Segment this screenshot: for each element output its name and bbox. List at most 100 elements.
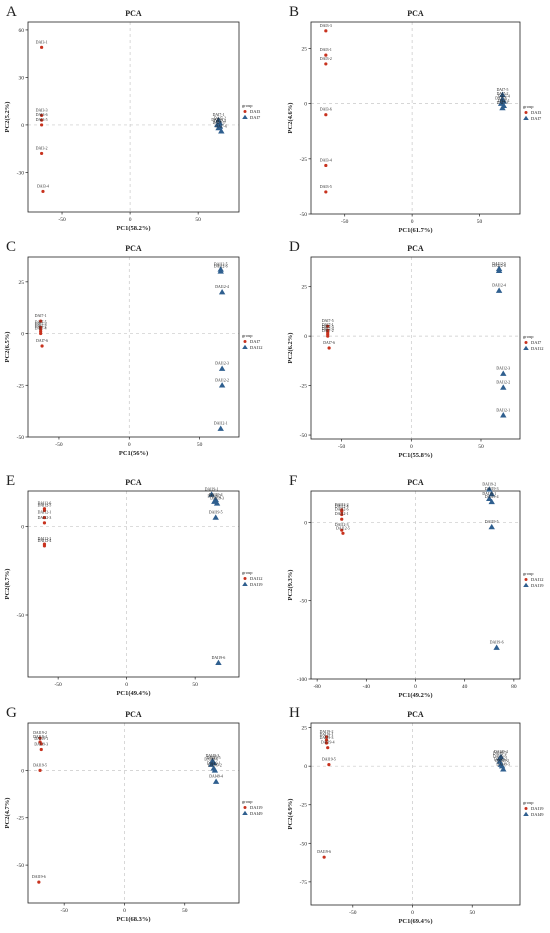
data-label: DAI19-6	[317, 850, 331, 854]
x-tick-label: 0	[410, 444, 413, 450]
data-point	[218, 365, 226, 371]
data-point	[326, 334, 330, 338]
data-label: DAI12-1	[335, 512, 349, 516]
data-label: DAI7-2	[497, 92, 509, 96]
data-label: DAI3-6	[36, 113, 48, 117]
data-label: DAI49-1	[207, 761, 221, 765]
legend-entry: DAI7	[531, 340, 542, 345]
data-point	[493, 644, 500, 650]
x-tick-label: 0	[411, 910, 414, 916]
data-label: DAI7-6	[36, 339, 48, 343]
panel-letter: A	[6, 4, 17, 20]
x-axis-label: PC1(49.4%)	[116, 690, 150, 697]
data-label: DAI7-5	[497, 88, 509, 92]
chart-title: PCA	[125, 710, 142, 719]
legend-marker	[523, 811, 529, 816]
y-tick-label: -25	[17, 816, 25, 822]
legend-entry: DAI7	[250, 115, 261, 120]
y-tick-label: 0	[304, 334, 307, 340]
y-tick-label: 0	[304, 520, 307, 526]
x-axis-label: PC1(56%)	[119, 450, 148, 457]
data-point	[212, 778, 220, 784]
chart-title: PCA	[407, 710, 424, 719]
data-label: DAI12-2	[335, 503, 349, 507]
data-label: DAI12-5	[492, 262, 506, 266]
data-label: DAI12-2	[215, 378, 229, 382]
data-point	[218, 382, 226, 388]
data-label: DAI19-5	[209, 511, 223, 515]
data-point	[340, 517, 344, 521]
data-point	[496, 755, 503, 761]
x-tick-label: 0	[129, 217, 132, 223]
x-tick-label: -50	[338, 444, 346, 450]
x-tick-label: 50	[192, 682, 198, 688]
legend-entry: DAI19	[250, 805, 263, 810]
legend-marker	[242, 114, 248, 119]
x-tick-label: 0	[414, 684, 417, 690]
chart-title: PCA	[407, 478, 424, 487]
legend-title: group	[523, 800, 534, 805]
legend-entry: DAI7	[531, 116, 542, 121]
legend-marker	[243, 806, 247, 809]
data-label: DAI19-5	[322, 758, 336, 762]
x-axis-label: PC1(69.4%)	[398, 918, 432, 925]
data-label: DAI7-2	[214, 116, 226, 120]
panel-letter: D	[289, 239, 300, 255]
data-label: DAI3-1	[36, 40, 48, 44]
data-label: DAI7-4	[498, 94, 510, 98]
legend-entry: DAI7	[250, 339, 261, 344]
plot-frame	[27, 722, 240, 904]
plot-frame	[310, 256, 521, 440]
panel-letter: E	[6, 473, 15, 489]
y-tick-label: -50	[300, 433, 308, 439]
data-point	[499, 91, 506, 98]
data-label: DAI12-1	[214, 422, 228, 426]
data-point	[39, 319, 43, 323]
legend-title: group	[523, 571, 534, 576]
data-point	[208, 761, 215, 767]
y-tick-label: -100	[297, 677, 307, 683]
data-label: DAI3-3	[36, 108, 48, 112]
data-point	[322, 855, 326, 859]
x-axis-label: PC1(58.2%)	[116, 225, 150, 232]
data-point	[215, 659, 222, 666]
data-label: DAI49-2	[495, 759, 509, 763]
data-label: DAI19-4	[321, 741, 335, 745]
legend-entry: DAI3	[531, 110, 542, 115]
data-point	[42, 521, 47, 525]
data-point	[495, 267, 503, 274]
y-tick-label: 60	[19, 28, 25, 34]
panel-letter: B	[289, 4, 299, 20]
y-tick-label: 25	[302, 726, 308, 732]
data-point	[324, 62, 328, 66]
chart-title: PCA	[125, 244, 142, 253]
chart-panel-g: G PCA -50 0 50 -50 -25 0 PC1(68.3%) PC2(4.7%) DAI1…	[4, 705, 263, 923]
data-point	[38, 768, 42, 772]
data-label: DAI7-4	[214, 120, 226, 124]
data-point	[326, 746, 330, 750]
data-label: DAI19-5	[33, 763, 47, 767]
data-label: DAI19-3	[34, 743, 48, 747]
legend-title: group	[242, 570, 253, 575]
data-label: DAI7-3	[497, 101, 509, 105]
data-label: DAI7-3	[35, 322, 47, 326]
legend-marker	[243, 110, 247, 113]
x-tick-label: -50	[341, 219, 349, 225]
data-point	[38, 736, 42, 740]
data-point	[327, 346, 331, 350]
chart-panel-h: H PCA -50 0 50 -75 -50 -25 0 25 PC1(69.4%) PC2(4.9%…	[287, 705, 544, 925]
x-tick-label: 0	[123, 908, 126, 914]
data-point	[218, 128, 225, 134]
data-point	[42, 515, 47, 520]
x-axis-label: PC1(61.7%)	[398, 227, 432, 234]
legend-entry: DAI19	[531, 583, 544, 588]
legend-entry: DAI19	[250, 582, 263, 587]
data-label: DAI19-2	[320, 730, 334, 734]
plot-frame	[27, 21, 240, 213]
y-tick-label: -25	[300, 803, 308, 809]
data-point	[340, 528, 344, 532]
panel-letter: F	[289, 473, 297, 489]
y-axis-label: PC2(4.7%)	[4, 798, 11, 829]
data-point	[488, 490, 495, 497]
